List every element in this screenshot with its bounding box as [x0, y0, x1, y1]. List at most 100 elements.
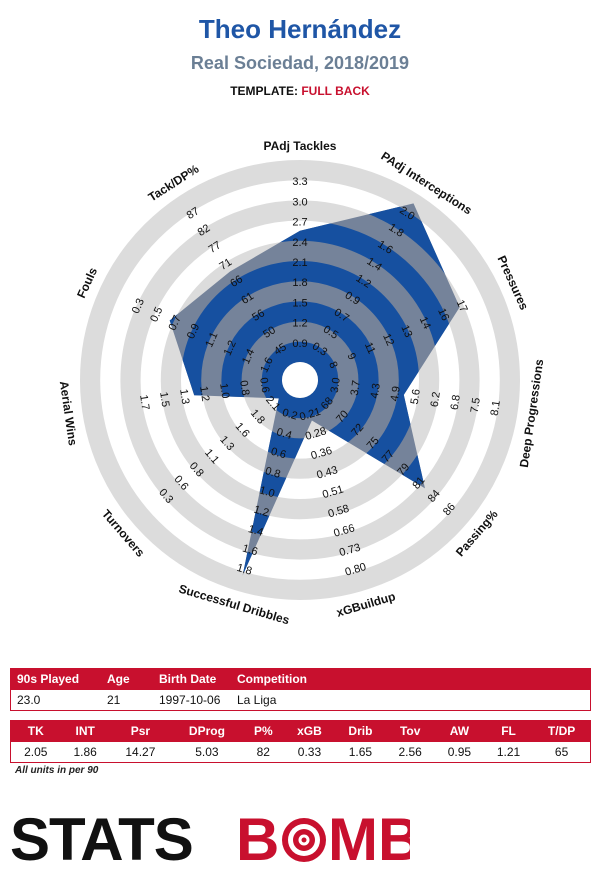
stats-header-cell: P%	[253, 724, 273, 738]
radar-tick-label: 0.5	[148, 305, 165, 324]
info-value-cell: La Liga	[237, 693, 277, 707]
radar-center	[282, 362, 318, 398]
radar-tick-label: 4.9	[389, 385, 403, 402]
radar-tick-label: 12	[380, 332, 396, 348]
radar-tick-label: 0.7	[167, 314, 184, 333]
logo-word-stats: STATS	[10, 808, 193, 868]
stats-header-cell: TK	[27, 724, 44, 738]
info-value-cell: 1997-10-06	[159, 693, 221, 707]
radar-tick-label: 71	[217, 256, 234, 273]
radar-tick-label: 0.43	[315, 464, 339, 482]
player-name: Theo Hernández	[198, 14, 402, 44]
radar-tick-label: 0.21	[298, 406, 322, 424]
stats-header-cell: Psr	[130, 724, 151, 738]
radar-tick-label: 0.4	[275, 426, 293, 442]
template-line: TEMPLATE: FULL BACK	[0, 84, 600, 98]
radar-tick-label: 8.1	[489, 400, 503, 417]
radar-tick-label: 1.1	[203, 330, 220, 349]
radar-tick-label: 0.28	[304, 425, 328, 443]
radar-tick-label: 11	[362, 341, 378, 356]
radar-tick-label: 0.6	[269, 446, 287, 462]
radar-tick-label: 2.4	[292, 237, 307, 249]
stats-value-cell: 1.86	[73, 745, 97, 759]
radar-tick-label: 16	[435, 307, 451, 323]
target-icon	[282, 818, 326, 862]
stats-value-cell: 1.21	[496, 745, 521, 759]
stats-header-row: TK INT Psr DProg P% xGB Drib Tov AW FL T…	[10, 720, 591, 742]
radar-metric-label: PAdj Tackles	[264, 139, 337, 153]
stats-value-cell: 2.56	[398, 745, 422, 759]
radar-tick-label: 61	[239, 290, 256, 307]
stats-value-cell: 82	[256, 745, 270, 759]
radar-tick-label: 1.6	[241, 542, 259, 558]
radar-metric-label: Aerial Wins	[57, 380, 80, 447]
info-header-cell: Age	[107, 672, 130, 686]
radar-tick-label: 0.58	[327, 503, 351, 521]
stats-value-cell: 0.33	[297, 745, 322, 759]
info-value-cell: 21	[107, 693, 121, 707]
radar-chart: 0.9 1.2 1.5 1.8 2.1 2.4 2.7 3.0 3.3 PAdj Tackles 0…	[57, 139, 547, 627]
info-header-cell: 90s Played	[17, 672, 80, 686]
radar-tick-label: 1.5	[157, 391, 171, 408]
radar-tick-label: 66	[228, 273, 245, 290]
stats-header-cell: xGB	[297, 724, 322, 738]
template-label: TEMPLATE:	[230, 84, 298, 98]
info-header-row: 90s Played Age Birth Date Competition	[10, 668, 591, 690]
radar-tick-label: 0.66	[332, 522, 356, 540]
stats-table: TK INT Psr DProg P% xGB Drib Tov AW FL T…	[10, 720, 591, 763]
radar-tick-label: 0.73	[338, 542, 362, 560]
radar-tick-label: 7.5	[469, 397, 483, 414]
info-value-cell: 23.0	[17, 693, 41, 707]
stats-value-cell: 0.95	[447, 745, 472, 759]
radar-tick-label: 0.36	[310, 445, 334, 463]
radar-tick-label: 14	[417, 315, 433, 331]
info-header-cell: Competition	[237, 672, 307, 686]
radar-tick-label: 17	[454, 298, 470, 314]
stats-value-cell: 2.05	[24, 745, 48, 759]
stats-header-cell: DProg	[188, 724, 225, 738]
radar-tick-label: 0.8	[264, 465, 282, 481]
radar-tick-label: 1.2	[197, 385, 211, 402]
radar-tick-label: 0.3	[130, 297, 147, 316]
radar-tick-label: 5.6	[409, 388, 423, 405]
radar-tick-label: 1.3	[177, 388, 191, 405]
radar-tick-label: 1.4	[247, 523, 265, 539]
stats-value-cell: 65	[554, 745, 569, 759]
radar-tick-label: 1.2	[292, 318, 307, 330]
radar-tick-label: 0.2	[281, 407, 299, 423]
radar-tick-label: 2.1	[292, 257, 307, 269]
radar-tick-label: 8	[326, 360, 339, 371]
radar-tick-label: 56	[250, 307, 267, 324]
radar-tick-label: 13	[398, 323, 414, 339]
radar-tick-label: 4.3	[369, 382, 383, 399]
radar-tick-label: 2.7	[292, 217, 307, 229]
radar-tick-label: 0.80	[344, 561, 368, 579]
radar-ring-blue	[261, 341, 339, 419]
units-footnote: All units in per 90	[15, 765, 99, 776]
radar-tick-label: 0.6	[257, 377, 271, 394]
radar-tick-label: 0.9	[292, 338, 307, 350]
radar-tick-label: 1.4	[240, 347, 257, 366]
statsbomb-logo: STATS B MB	[10, 808, 410, 868]
radar-metric-label: Deep Progressions	[517, 358, 547, 469]
stats-header-cell: FL	[501, 724, 516, 738]
logo-letters-mb: MB	[328, 808, 410, 868]
radar-tick-label: 1.0	[217, 382, 231, 399]
stats-value-cell: 1.65	[348, 745, 373, 759]
radar-tick-label: 0.9	[185, 322, 202, 341]
template-value: FULL BACK	[301, 84, 370, 98]
radar-tick-label: 3.0	[329, 377, 343, 394]
stats-header-cell: INT	[75, 724, 95, 738]
stats-header-cell: AW	[449, 724, 470, 738]
stats-value-row: 2.05 1.86 14.27 5.03 82 0.33 1.65 2.56 0…	[10, 741, 591, 763]
radar-tick-label: 1.6	[258, 356, 275, 375]
radar-tick-label: 87	[185, 205, 202, 222]
radar-metric-label: Fouls	[74, 265, 100, 300]
radar-tick-label: 1.7	[137, 394, 151, 411]
radar-tick-label: 0.8	[237, 380, 251, 397]
radar-ring-grey	[80, 160, 520, 600]
radar-tick-label: 3.7	[349, 380, 363, 397]
radar-tick-label: 1.8	[235, 562, 253, 578]
radar-tick-label: 9	[345, 351, 358, 362]
radar-tick-label: 77	[207, 239, 224, 256]
